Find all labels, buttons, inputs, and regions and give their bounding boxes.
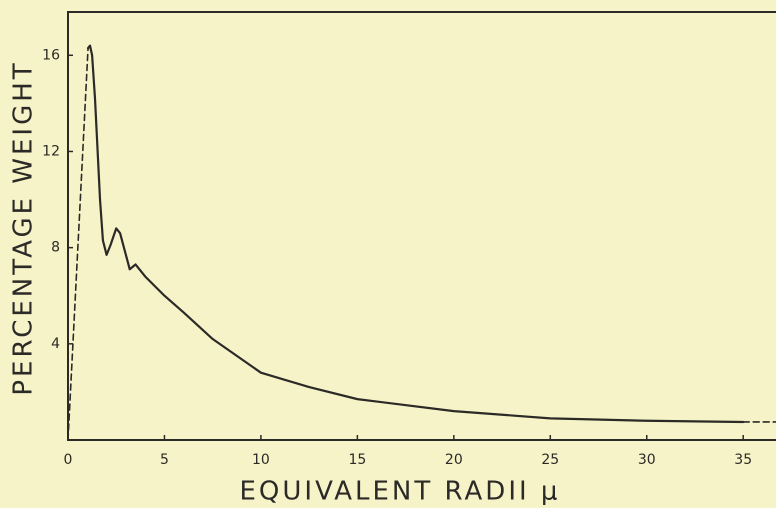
y-tick-label: 16 [42,47,60,63]
y-tick-label: 12 [42,143,60,159]
x-tick-label: 15 [348,452,366,468]
x-tick-label: 20 [445,452,463,468]
y-tick-label: 4 [51,336,60,352]
x-tick-label: 5 [160,452,169,468]
data-line [86,44,745,424]
y-tick-label: 8 [51,240,60,256]
data-line [67,47,89,441]
plot-frame [67,11,776,441]
x-axis-title: EQUIVALENT RADII μ [240,477,561,507]
y-axis-title: PERCENTAGE WEIGHT [9,60,39,395]
x-tick-label: 25 [541,452,559,468]
x-tick-label: 30 [638,452,656,468]
x-tick-label: 0 [64,452,73,468]
x-tick-label: 10 [252,452,270,468]
x-tick-label: 35 [734,452,752,468]
